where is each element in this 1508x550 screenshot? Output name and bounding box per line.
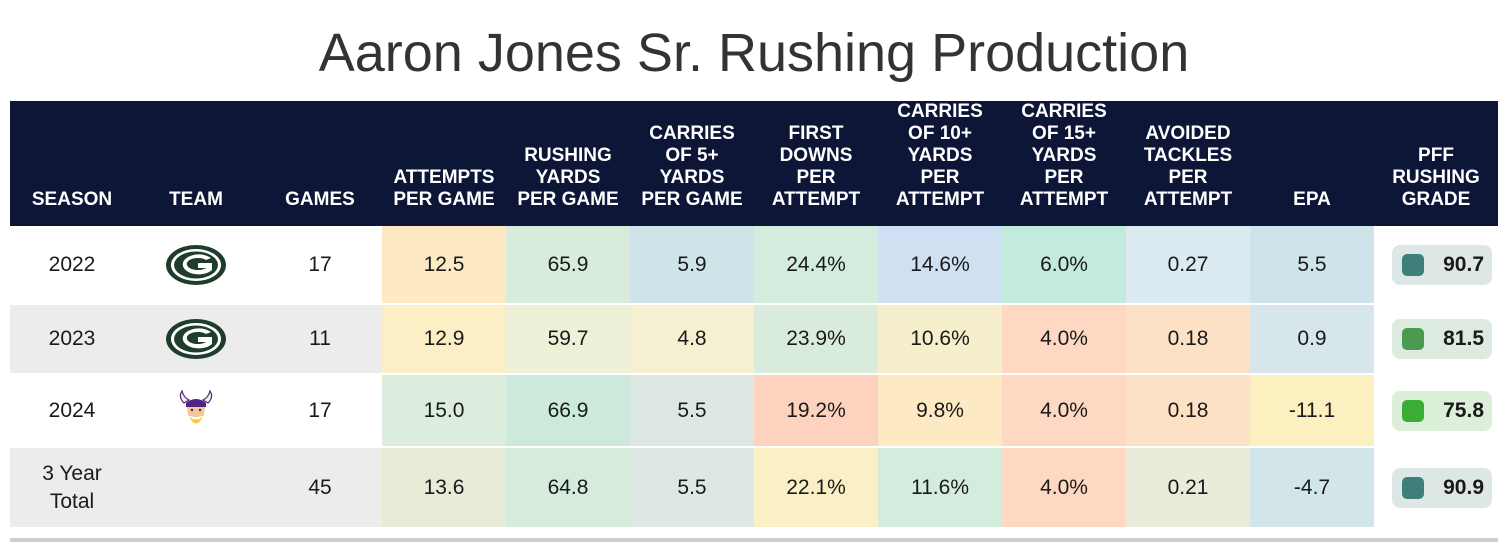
first-downs-cell: 23.9%: [754, 303, 878, 374]
grade-value: 90.9: [1443, 475, 1484, 499]
carries-10-cell: 11.6%: [878, 446, 1002, 527]
yards-cell: 64.8: [506, 446, 630, 527]
games-cell: 11: [258, 303, 382, 374]
grade-badge: 90.7: [1392, 244, 1492, 285]
epa-cell: 5.5: [1250, 226, 1374, 304]
team-cell: [134, 373, 258, 447]
header-games[interactable]: GAMES: [258, 101, 382, 226]
carries-15-cell: 4.0%: [1002, 373, 1126, 447]
attempts-cell: 12.9: [382, 303, 506, 374]
grade-swatch: [1402, 328, 1424, 350]
team-cell: [134, 446, 258, 527]
header-epa[interactable]: EPA: [1250, 101, 1374, 226]
grade-value: 90.7: [1443, 252, 1484, 276]
season-cell: 3 Year Total: [10, 446, 134, 527]
games-cell: 17: [308, 252, 332, 276]
carries-5-cell: 5.9: [630, 226, 754, 304]
attempts-cell: 12.5: [382, 226, 506, 304]
avoided-tackles-cell: 0.18: [1126, 373, 1250, 447]
avoided-tackles-cell: 0.27: [1126, 226, 1250, 304]
yards-cell: 65.9: [506, 226, 630, 304]
grade-cell: 90.9: [1374, 446, 1498, 527]
grade-value: 75.8: [1443, 398, 1484, 422]
season-cell: 2024: [10, 373, 134, 447]
first-downs-cell: 22.1%: [754, 446, 878, 527]
first-downs-cell: 19.2%: [754, 373, 878, 447]
epa-cell: -4.7: [1250, 446, 1374, 527]
attempts-cell: 13.6: [382, 446, 506, 527]
epa-cell: 0.9: [1250, 303, 1374, 374]
table-row: 2023 11 12.9 59.7 4.8 23.9% 10.6% 4.0% 0…: [10, 303, 1498, 374]
grade-badge: 75.8: [1392, 390, 1492, 431]
avoided-tackles-cell: 0.21: [1126, 446, 1250, 527]
carries-10-cell: 10.6%: [878, 303, 1002, 374]
carries-5-cell: 4.8: [630, 303, 754, 374]
header-attempts-per-game[interactable]: ATTEMPTS PER GAME: [382, 101, 506, 226]
header-row: SEASON TEAM GAMES ATTEMPTS PER GAME RUSHI…: [10, 101, 1498, 226]
table-row: 2024 17 15.0 66.9 5.5 19.2% 9.8% 4.0% 0.…: [10, 373, 1498, 447]
grade-value: 81.5: [1443, 327, 1484, 350]
carries-5-cell: 5.5: [630, 373, 754, 447]
season-cell: 2022: [48, 252, 96, 276]
avoided-tackles-cell: 0.18: [1126, 303, 1250, 374]
carries-5-cell: 5.5: [630, 446, 754, 527]
header-first-downs[interactable]: FIRST DOWNS PER ATTEMPT: [754, 101, 878, 226]
packers-logo-icon: [166, 319, 226, 359]
grade-badge: 81.5: [1392, 319, 1492, 359]
games-cell: 45: [258, 446, 382, 527]
season-cell: 2023: [10, 303, 134, 374]
header-avoided-tackles[interactable]: AVOIDED TACKLES PER ATTEMPT: [1126, 101, 1250, 226]
carries-15-cell: 4.0%: [1002, 446, 1126, 527]
table-bottom-border: [10, 538, 1498, 542]
grade-badge: 90.9: [1392, 467, 1492, 508]
yards-cell: 66.9: [506, 373, 630, 447]
packers-logo-icon: [166, 244, 226, 285]
grade-swatch: [1402, 399, 1424, 422]
yards-cell: 59.7: [506, 303, 630, 374]
team-cell: [134, 303, 258, 374]
header-carries-15-plus[interactable]: CARRIES OF 15+ YARDS PER ATTEMPT: [1002, 101, 1126, 226]
carries-15-cell: 4.0%: [1002, 303, 1126, 374]
carries-15-cell: 6.0%: [1002, 226, 1126, 304]
table-row: 3 Year Total 45 13.6 64.8 5.5 22.1% 11.6%…: [10, 446, 1498, 527]
grade-swatch: [1402, 476, 1424, 499]
header-carries-5-plus[interactable]: CARRIES OF 5+ YARDS PER GAME: [630, 101, 754, 226]
grade-cell: 75.8: [1374, 373, 1498, 447]
grade-cell: 90.7: [1374, 226, 1498, 304]
header-carries-10-plus[interactable]: CARRIES OF 10+ YARDS PER ATTEMPT: [878, 101, 1002, 226]
grade-cell: 81.5: [1374, 303, 1498, 374]
header-season[interactable]: SEASON: [10, 101, 134, 226]
grade-swatch: [1402, 253, 1424, 276]
carries-10-cell: 14.6%: [878, 226, 1002, 304]
header-rushing-yards-per-game[interactable]: RUSHING YARDS PER GAME: [506, 101, 630, 226]
rushing-stats-table: SEASON TEAM GAMES ATTEMPTS PER GAME RUSHI…: [10, 101, 1498, 527]
table-row: 2022 17 12.5 65.9 5.9 24.4% 14.6% 6.0% 0…: [10, 226, 1498, 304]
attempts-cell: 15.0: [382, 373, 506, 447]
vikings-logo-icon: [179, 389, 213, 423]
first-downs-cell: 24.4%: [754, 226, 878, 304]
games-cell: 17: [258, 373, 382, 447]
header-team[interactable]: TEAM: [134, 101, 258, 226]
carries-10-cell: 9.8%: [878, 373, 1002, 447]
team-cell: [134, 226, 258, 304]
epa-cell: -11.1: [1250, 373, 1374, 447]
header-pff-grade[interactable]: PFF RUSHING GRADE: [1374, 101, 1498, 226]
page-title: Aaron Jones Sr. Rushing Production: [318, 23, 1190, 83]
